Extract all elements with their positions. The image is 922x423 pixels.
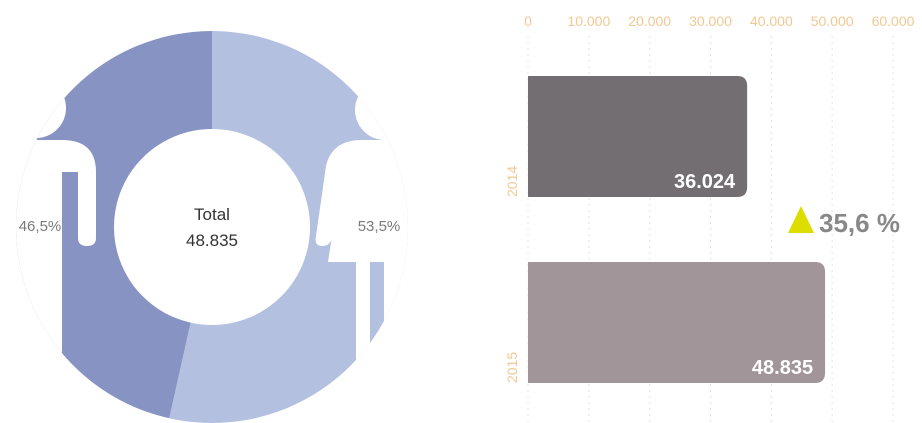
slice-label-right: 53,5% xyxy=(358,218,401,235)
bar-chart: 0 10.000 20.000 30.000 40.000 50.000 60.000 36.… xyxy=(504,13,915,423)
x-tick-label: 20.000 xyxy=(628,13,671,29)
x-tick-label: 40.000 xyxy=(750,13,793,29)
donut-chart xyxy=(16,31,408,423)
category-label: 2015 xyxy=(504,352,520,383)
x-tick-label: 0 xyxy=(524,13,532,29)
bar-2015 xyxy=(528,262,826,383)
slice-label-left: 46,5% xyxy=(19,218,62,235)
x-tick-label: 30.000 xyxy=(689,13,732,29)
change-percentage: 35,6 % xyxy=(819,208,900,238)
bar-value-label: 48.835 xyxy=(752,357,813,379)
category-label: 2014 xyxy=(504,166,520,197)
donut-slice xyxy=(16,31,212,423)
up-triangle-icon xyxy=(788,206,814,233)
x-tick-label: 50.000 xyxy=(811,13,854,29)
bar-value-label: 36.024 xyxy=(674,171,736,193)
x-tick-label: 10.000 xyxy=(567,13,610,29)
donut-center-value: 48.835 xyxy=(186,231,238,250)
x-tick-label: 60.000 xyxy=(872,13,915,29)
donut-hole xyxy=(114,129,310,325)
donut-center-label: Total xyxy=(194,205,230,224)
change-annotation: 35,6 % xyxy=(788,206,900,238)
bar-2014 xyxy=(528,76,748,197)
